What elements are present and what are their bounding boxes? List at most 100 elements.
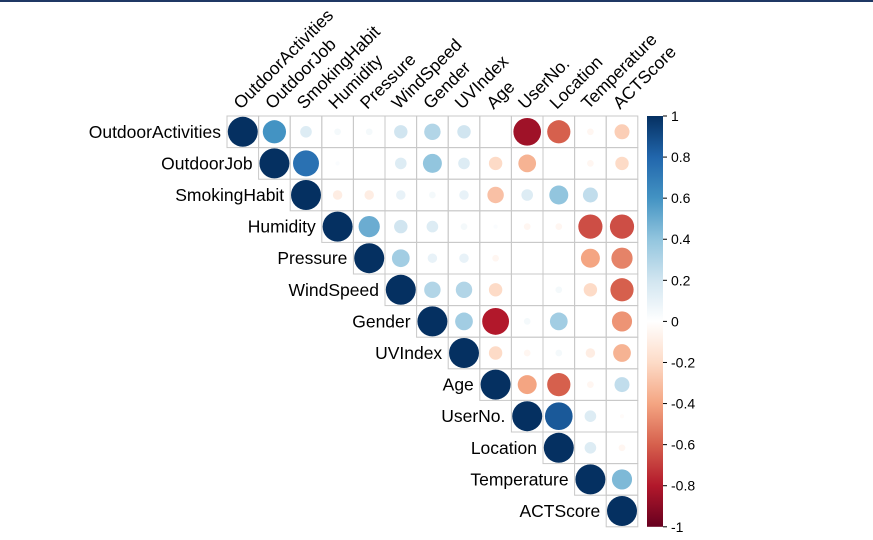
corr-circle-2-7	[459, 190, 469, 200]
corr-circle-4-11	[580, 248, 600, 268]
colorbar-gradient	[647, 116, 663, 527]
corr-circle-11-12	[611, 469, 633, 490]
row-label-11: Temperature	[470, 469, 568, 489]
corr-circle-0-0	[227, 116, 258, 147]
corr-circle-2-4	[364, 190, 374, 200]
grid-cell-6-11	[574, 305, 607, 338]
corr-circle-6-6	[417, 306, 448, 337]
row-label-0: OutdoorActivities	[89, 122, 222, 142]
corr-circle-3-10	[555, 223, 563, 230]
corr-circle-1-6	[422, 153, 442, 173]
corr-circle-6-10	[549, 312, 568, 331]
corr-circle-10-11	[584, 441, 597, 454]
row-label-9: UserNo.	[441, 406, 505, 426]
corr-circle-3-5	[394, 219, 408, 234]
corr-circle-0-11	[587, 128, 594, 136]
corr-circle-8-9	[517, 375, 537, 395]
grid-cell-12-12	[605, 494, 639, 528]
corr-circle-2-2	[291, 180, 321, 210]
corr-circle-9-11	[584, 410, 597, 423]
corr-circle-0-10	[547, 120, 571, 144]
corr-circle-8-12	[614, 377, 630, 393]
corr-circle-3-7	[460, 223, 468, 230]
corr-circle-2-11	[582, 187, 598, 203]
corr-circle-2-3	[332, 190, 343, 200]
corr-circle-3-12	[609, 214, 635, 239]
corr-circle-5-12	[610, 278, 634, 302]
corr-circle-9-10	[544, 402, 573, 431]
corr-circle-0-1	[262, 120, 287, 144]
corr-circle-1-5	[394, 157, 407, 170]
corr-circle-10-10	[543, 432, 574, 463]
corr-circle-3-6	[426, 220, 439, 233]
colorbar-tick-label-0: 1	[671, 108, 679, 124]
corr-circle-0-2	[300, 125, 312, 138]
corr-circle-4-12	[611, 247, 633, 269]
corr-circle-8-8	[480, 369, 511, 400]
corr-circle-9-12	[619, 414, 625, 419]
corr-circle-4-4	[354, 243, 385, 274]
color-legend: 1 0.8 0.6 0.4 0.2 0 -0.2 -0.4 -0.6 -0.8 -1	[647, 108, 695, 535]
corr-circle-0-3	[334, 128, 341, 136]
colorbar-tick-label-1: 0.8	[671, 149, 691, 165]
row-label-7: UVIndex	[375, 343, 442, 363]
grid-cell-5-9	[510, 273, 544, 307]
corr-circle-7-11	[585, 348, 596, 358]
row-label-layer: OutdoorActivities OutdoorJob SmokingHabit H…	[89, 122, 600, 521]
corr-circle-4-7	[459, 253, 469, 263]
circle-layer	[227, 116, 637, 526]
top-border-line	[0, 0, 873, 2]
grid-cell-1-10	[542, 147, 576, 180]
corr-circle-1-8	[488, 156, 503, 171]
corr-circle-3-11	[578, 214, 603, 239]
corr-circle-6-9	[523, 318, 531, 325]
row-label-1: OutdoorJob	[161, 153, 252, 173]
corr-circle-5-5	[385, 274, 416, 305]
corr-circle-3-9	[523, 223, 531, 230]
corr-circle-5-10	[555, 286, 563, 294]
corr-circle-7-10	[555, 349, 563, 357]
corr-circle-1-9	[518, 154, 537, 173]
column-label-layer: OutdoorActivitiesOutdoorJobSmokingHabitH…	[229, 5, 679, 113]
corr-circle-2-8	[487, 186, 504, 204]
colorbar-tick-label-2: 0.6	[671, 190, 691, 206]
corr-circle-12-12	[607, 496, 637, 526]
corr-circle-5-7	[455, 281, 473, 299]
corr-circle-0-6	[424, 123, 441, 141]
corr-circle-5-11	[583, 283, 598, 297]
corr-circle-5-8	[488, 283, 503, 297]
corr-circle-2-10	[549, 185, 569, 205]
row-label-4: Pressure	[277, 248, 347, 268]
corr-circle-5-6	[424, 281, 441, 299]
grid-cell-4-9	[510, 241, 544, 275]
corr-circle-7-9	[523, 349, 531, 357]
colorbar-tick-label-10: -1	[671, 519, 684, 535]
corr-circle-1-7	[458, 157, 470, 170]
corr-circle-0-4	[365, 128, 373, 136]
corr-circle-7-8	[488, 346, 503, 360]
row-label-6: Gender	[352, 311, 411, 331]
corr-circle-11-11	[575, 464, 606, 495]
corr-circle-6-12	[611, 311, 633, 332]
corr-circle-1-12	[615, 156, 629, 171]
corr-circle-8-10	[547, 372, 571, 397]
corr-circle-1-3	[335, 161, 340, 166]
corr-circle-0-7	[457, 125, 471, 139]
row-label-12: ACTScore	[519, 501, 600, 521]
row-label-8: Age	[443, 375, 474, 395]
grid-cell-1-4	[352, 147, 386, 180]
colorbar-tick-label-9: -0.8	[671, 478, 695, 494]
corr-circle-0-5	[394, 125, 408, 139]
corr-circle-2-6	[429, 191, 436, 199]
row-label-10: Location	[471, 438, 537, 458]
corr-circle-1-11	[587, 160, 594, 167]
row-label-2: SmokingHabit	[175, 185, 284, 205]
corr-circle-4-8	[492, 254, 499, 262]
corr-circle-3-8	[493, 224, 498, 229]
grid-layer	[226, 115, 639, 528]
corr-circle-6-7	[455, 312, 473, 331]
corr-circle-1-1	[259, 148, 290, 179]
corr-circle-2-5	[396, 190, 406, 200]
corr-circle-3-3	[322, 211, 353, 242]
